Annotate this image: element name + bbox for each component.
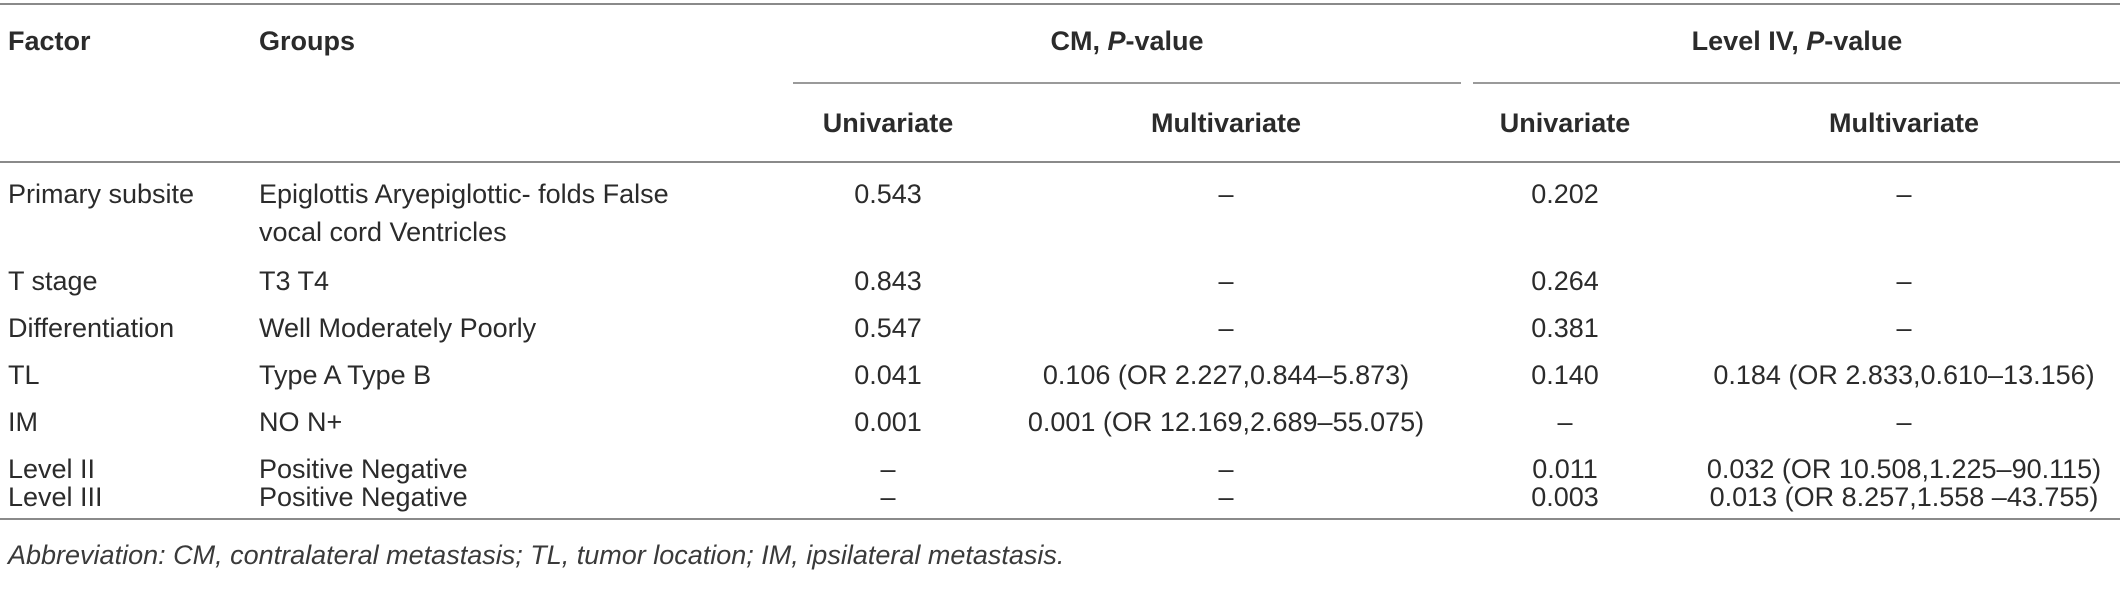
row-level4-univariate: 0.140 [1531, 360, 1599, 390]
row-groups: NO N+ [259, 407, 343, 437]
row-cm-multivariate: – [1218, 313, 1234, 343]
table-top-rule [0, 3, 2120, 5]
header-cm-multivariate: Multivariate [1150, 108, 1302, 138]
row-cm-univariate: 0.001 [854, 407, 922, 437]
header-level4-p: P [1806, 26, 1825, 56]
row-groups: Type A Type B [259, 360, 432, 390]
row-cm-univariate: – [880, 482, 896, 512]
row-cm-multivariate: – [1218, 454, 1234, 484]
header-cm-suffix: -value [1125, 26, 1204, 56]
header-groups: Groups [259, 26, 356, 56]
row-groups: Positive Negative [259, 454, 468, 484]
row-level4-multivariate: – [1896, 313, 1912, 343]
row-factor: IM [8, 407, 38, 437]
row-cm-univariate: 0.041 [854, 360, 922, 390]
row-level4-multivariate: – [1896, 179, 1912, 209]
row-factor: Primary subsite [8, 179, 195, 209]
header-cm-prefix: CM, [1050, 26, 1108, 56]
header-bottom-rule [0, 161, 2120, 163]
row-level4-univariate: 0.202 [1531, 179, 1599, 209]
row-cm-multivariate: – [1218, 179, 1234, 209]
row-level4-multivariate: – [1896, 266, 1912, 296]
table-bottom-rule [0, 518, 2120, 520]
header-cm-group: CM, P-value [1050, 22, 1203, 60]
header-cm-p: P [1107, 26, 1126, 56]
row-level4-univariate: 0.264 [1531, 266, 1599, 296]
header-level4-univariate: Univariate [1499, 108, 1631, 138]
row-groups: Positive Negative [259, 482, 468, 512]
row-factor: Level II [8, 454, 96, 484]
row-level4-univariate: – [1557, 407, 1573, 437]
row-factor: Level III [8, 482, 103, 512]
header-level4-suffix: -value [1824, 26, 1903, 56]
row-groups: Epiglottis Aryepiglottic- folds False vo… [259, 179, 669, 247]
row-cm-univariate: 0.543 [854, 179, 922, 209]
row-level4-univariate: 0.381 [1531, 313, 1599, 343]
row-cm-multivariate: – [1218, 266, 1234, 296]
row-groups: T3 T4 [259, 266, 330, 296]
table-footnote: Abbreviation: CM, contralateral metastas… [8, 540, 1065, 570]
row-cm-univariate: 0.843 [854, 266, 922, 296]
row-level4-multivariate: 0.184 (OR 2.833,0.610–13.156) [1713, 360, 2095, 390]
row-cm-univariate: – [880, 454, 896, 484]
header-factor: Factor [8, 26, 91, 56]
row-cm-multivariate: 0.106 (OR 2.227,0.844–5.873) [1042, 360, 1410, 390]
header-level4-prefix: Level IV, [1691, 26, 1807, 56]
row-cm-multivariate: 0.001 (OR 12.169,2.689–55.075) [1027, 407, 1425, 437]
row-cm-univariate: 0.547 [854, 313, 922, 343]
level4-group-underline [1473, 82, 2120, 84]
header-cm-univariate: Univariate [822, 108, 954, 138]
row-groups: Well Moderately Poorly [259, 313, 537, 343]
row-factor: TL [8, 360, 40, 390]
row-level4-univariate: 0.011 [1532, 454, 1598, 484]
row-level4-multivariate: 0.032 (OR 10.508,1.225–90.115) [1706, 454, 2102, 484]
row-level4-multivariate: – [1896, 407, 1912, 437]
row-factor: Differentiation [8, 313, 175, 343]
row-factor: T stage [8, 266, 98, 296]
row-level4-univariate: 0.003 [1531, 482, 1599, 512]
header-level4-group: Level IV, P-value [1692, 22, 1903, 60]
row-cm-multivariate: – [1218, 482, 1234, 512]
row-level4-multivariate: 0.013 (OR 8.257,1.558 –43.755) [1709, 482, 2099, 512]
header-level4-multivariate: Multivariate [1828, 108, 1980, 138]
cm-group-underline [793, 82, 1461, 84]
